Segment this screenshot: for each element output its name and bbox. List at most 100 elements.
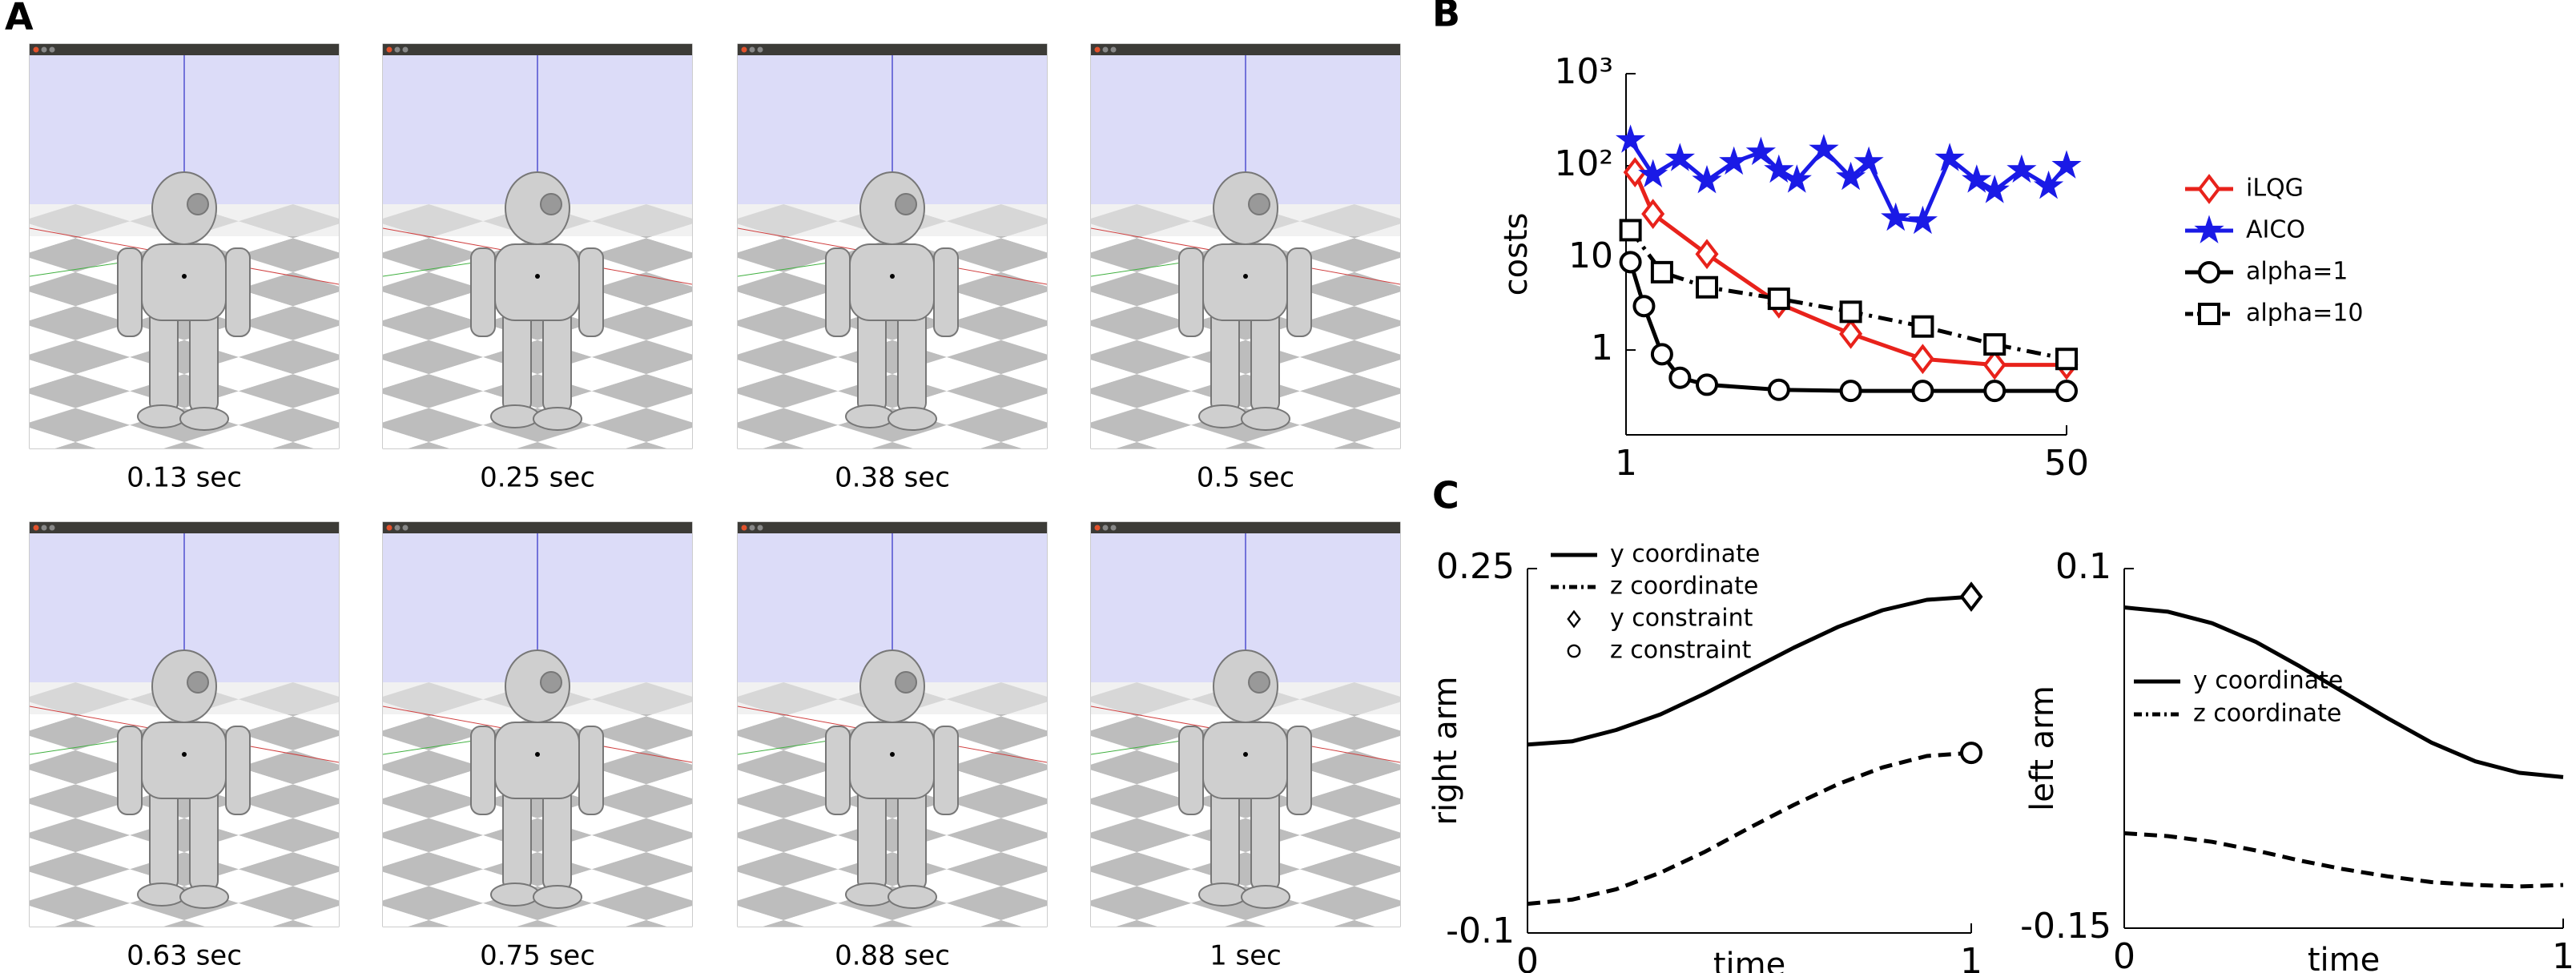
frames: 0.13 sec 0.25 sec 0.38 sec 0.5 sec 0.63 sec 0… bbox=[29, 43, 1401, 972]
marker bbox=[1960, 742, 1982, 765]
marker bbox=[1839, 318, 1863, 349]
legend-label: iLQG bbox=[2246, 175, 2304, 203]
marker bbox=[2198, 261, 2220, 283]
marker bbox=[1619, 251, 1642, 274]
marker bbox=[1567, 609, 1581, 629]
legend-label: y coordinate bbox=[1610, 541, 1760, 569]
marker bbox=[1979, 175, 2010, 203]
x-tick-label: 0 bbox=[2113, 936, 2135, 973]
marker bbox=[1623, 157, 1647, 188]
marker bbox=[2006, 154, 2037, 183]
legend-label: alpha=1 bbox=[2246, 258, 2348, 286]
marker bbox=[1745, 136, 1777, 166]
marker bbox=[1692, 165, 1722, 194]
frame-caption: 0.38 sec bbox=[835, 462, 950, 494]
marker bbox=[1854, 146, 1884, 175]
marker bbox=[1839, 300, 1862, 324]
marker bbox=[1567, 644, 1581, 658]
marker bbox=[1911, 315, 1934, 338]
y-axis-label: costs bbox=[1498, 213, 1535, 296]
marker bbox=[2033, 170, 2064, 199]
marker bbox=[1781, 164, 1812, 193]
x-axis-label: time bbox=[1713, 947, 1785, 973]
chart: 1 10 10² 10³ 1 50 costs iLQG AICO alpha=1 alpha=10 bbox=[1498, 51, 2363, 484]
y-axis-label: left arm bbox=[2024, 686, 2061, 811]
marker bbox=[1907, 205, 1938, 235]
marker bbox=[1983, 380, 2006, 403]
panel-label: A bbox=[5, 0, 34, 38]
y-tick-label: 1 bbox=[1591, 328, 1613, 368]
x-tick-label: 50 bbox=[2044, 443, 2089, 484]
x-tick-label: 1 bbox=[1960, 941, 1982, 973]
screenshot bbox=[1090, 521, 1401, 927]
marker bbox=[1650, 343, 1673, 366]
marker bbox=[1696, 275, 1719, 299]
marker bbox=[1839, 380, 1862, 403]
marker bbox=[2051, 150, 2082, 179]
x-tick-label: 1 bbox=[2552, 936, 2574, 973]
x-tick-label: 1 bbox=[1615, 443, 1637, 484]
y-tick-label: -0.15 bbox=[2020, 906, 2111, 947]
marker bbox=[1664, 143, 1696, 171]
marker bbox=[1650, 260, 1673, 283]
marker bbox=[2055, 380, 2078, 403]
chart: -0.15 0.1 0 1 left arm time y coordinate z coor… bbox=[2020, 546, 2574, 973]
marker bbox=[1910, 344, 1934, 375]
series-line bbox=[2123, 831, 2564, 889]
x-tick-label: 0 bbox=[1516, 941, 1539, 973]
marker bbox=[1619, 219, 1642, 242]
marker bbox=[2055, 348, 2078, 371]
marker bbox=[1615, 124, 1646, 153]
series-line bbox=[1628, 261, 2067, 393]
series-line bbox=[1527, 750, 1972, 907]
y-tick-label: 10³ bbox=[1554, 51, 1613, 92]
y-tick-label: 10 bbox=[1568, 235, 1613, 276]
legend-label: y constraint bbox=[1610, 605, 1753, 633]
frame-caption: 0.75 sec bbox=[480, 940, 595, 972]
marker bbox=[1632, 295, 1656, 318]
y-tick-label: 10² bbox=[1554, 143, 1613, 184]
marker bbox=[1695, 239, 1719, 270]
frame-caption: 0.88 sec bbox=[835, 940, 950, 972]
marker bbox=[1668, 366, 1692, 389]
y-tick-label: -0.1 bbox=[1446, 911, 1515, 951]
marker bbox=[1982, 349, 2006, 380]
x-axis-label: time bbox=[2308, 942, 2380, 973]
frame-caption: 0.5 sec bbox=[1197, 462, 1294, 494]
marker bbox=[1911, 380, 1934, 403]
marker bbox=[2198, 303, 2220, 325]
frame-caption: 0.63 sec bbox=[127, 940, 242, 972]
marker bbox=[1934, 143, 1965, 171]
series-line bbox=[2123, 605, 2564, 779]
marker bbox=[1764, 154, 1794, 183]
marker bbox=[1809, 134, 1839, 163]
frame-caption: 0.25 sec bbox=[480, 462, 595, 494]
panel-label: B bbox=[1432, 0, 1460, 35]
marker bbox=[2197, 174, 2221, 204]
screenshot bbox=[29, 43, 340, 449]
series-line bbox=[1632, 171, 2067, 368]
screenshot bbox=[382, 43, 693, 449]
screenshot bbox=[737, 43, 1048, 449]
screenshot bbox=[29, 521, 340, 927]
screenshot bbox=[382, 521, 693, 927]
frame-caption: 1 sec bbox=[1210, 940, 1282, 972]
legend-label: alpha=10 bbox=[2246, 300, 2363, 328]
marker bbox=[1767, 378, 1790, 401]
marker bbox=[2194, 215, 2224, 243]
chart: -0.1 0.25 0 1 right arm time y coordinate z coo… bbox=[1427, 541, 1983, 973]
screenshot bbox=[1090, 43, 1401, 449]
y-axis-label: right arm bbox=[1427, 677, 1464, 826]
legend-label: z constraint bbox=[1610, 637, 1752, 665]
marker bbox=[1881, 202, 1911, 231]
marker bbox=[1983, 333, 2006, 356]
marker bbox=[1696, 373, 1719, 396]
marker bbox=[1767, 287, 1790, 311]
legend-label: y coordinate bbox=[2193, 667, 2343, 695]
marker bbox=[1962, 164, 1992, 193]
marker bbox=[1638, 159, 1668, 187]
frame-caption: 0.13 sec bbox=[127, 462, 242, 494]
marker bbox=[1719, 146, 1749, 175]
